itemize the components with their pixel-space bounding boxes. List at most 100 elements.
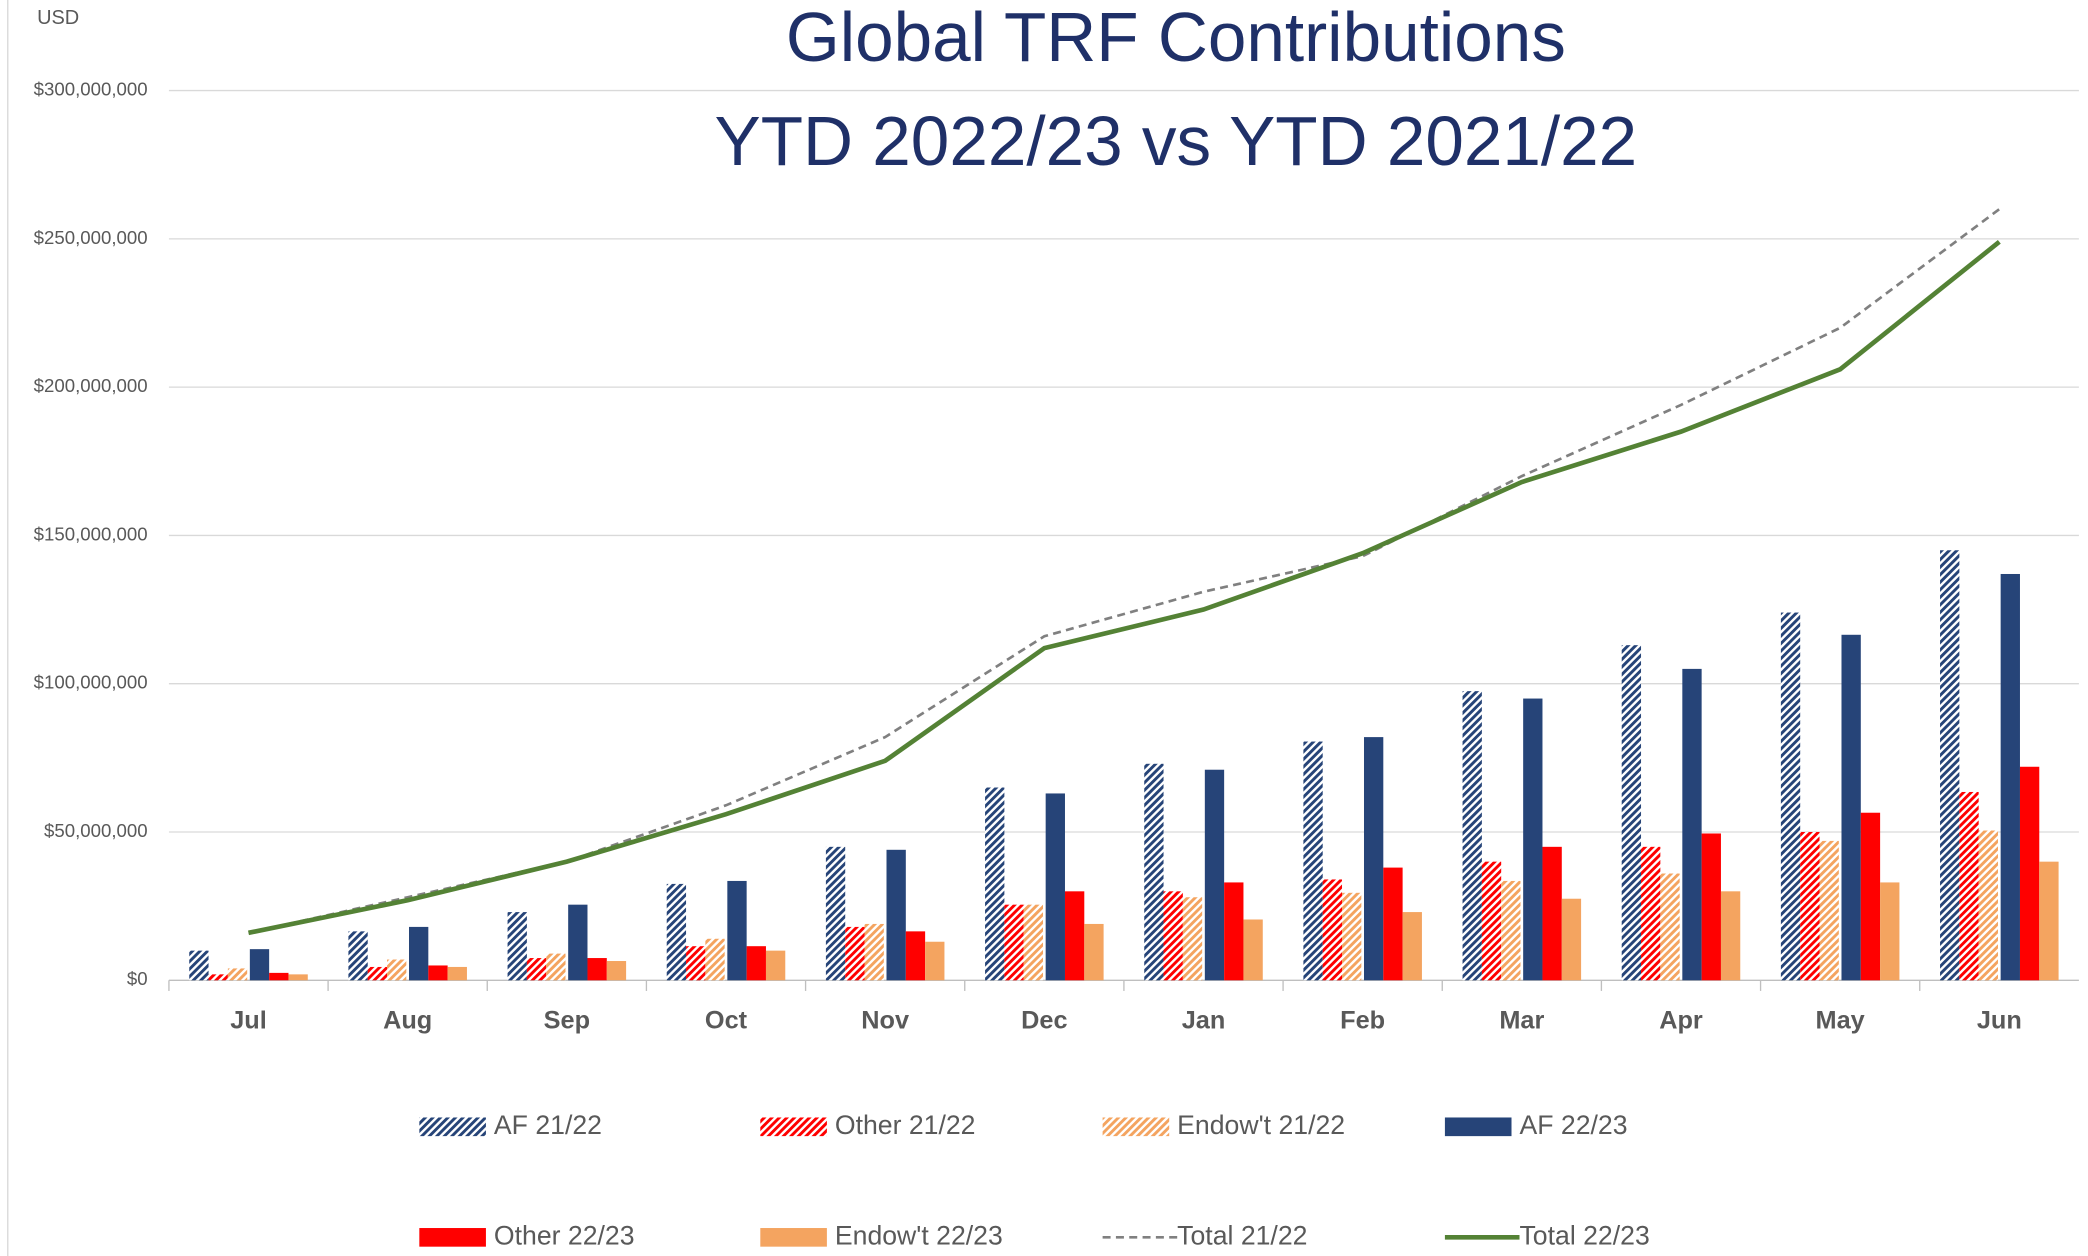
bar: [428, 965, 448, 981]
bar: [1322, 879, 1343, 981]
legend-swatch: [760, 1228, 827, 1247]
y-tick-label: $150,000,000: [34, 523, 148, 544]
y-tick-label: $300,000,000: [34, 78, 148, 99]
y-tick-label: $250,000,000: [34, 227, 148, 248]
chart-title: Global TRF Contributions: [786, 0, 1566, 76]
bar: [1660, 873, 1680, 981]
line-series: [248, 208, 2001, 935]
y-tick-label: $100,000,000: [34, 672, 148, 693]
bar: [568, 904, 588, 981]
bar: [666, 883, 687, 981]
bar: [1204, 769, 1225, 981]
legend-label: Endow't 22/23: [835, 1220, 1003, 1250]
line-series: [248, 240, 2001, 936]
legend-label: Endow't 21/22: [1177, 1110, 1345, 1140]
bar: [348, 931, 368, 981]
x-tick-label: Feb: [1340, 1006, 1385, 1034]
bar: [886, 849, 906, 981]
bar: [269, 972, 289, 981]
x-tick-label: Dec: [1021, 1006, 1067, 1034]
bar: [288, 974, 308, 981]
bar: [1342, 892, 1362, 981]
bar: [2019, 766, 2040, 981]
bar: [845, 926, 865, 981]
bar: [587, 958, 607, 981]
x-tick-label: Mar: [1499, 1006, 1544, 1034]
bar: [387, 959, 407, 981]
bar: [1800, 832, 1820, 981]
bar: [1641, 846, 1661, 981]
bar: [1462, 691, 1482, 981]
bar: [1720, 891, 1741, 981]
bar: [606, 961, 627, 981]
x-tick-label: Jan: [1182, 1006, 1226, 1034]
bar: [1860, 812, 1881, 981]
bar: [727, 880, 747, 981]
y-tick-label: $0: [127, 968, 148, 989]
bar: [1481, 861, 1502, 981]
bar: [1501, 880, 1521, 981]
bar: [905, 931, 926, 981]
bar: [985, 787, 1005, 981]
bar: [526, 958, 547, 981]
bar: [1303, 741, 1323, 981]
x-tick-label: Jun: [1977, 1006, 2022, 1034]
bar: [1780, 612, 1801, 981]
bar: [1243, 919, 1263, 981]
bar: [2000, 573, 2020, 981]
bar: [1959, 791, 1979, 981]
legend-swatch: [1102, 1117, 1170, 1137]
bar: [409, 926, 429, 981]
bar: [825, 846, 846, 981]
bar: [1542, 846, 1562, 981]
legend-swatch: [419, 1228, 486, 1247]
legend-label: AF 21/22: [494, 1110, 602, 1140]
bar: [1682, 668, 1702, 981]
bar: [1841, 634, 1861, 981]
bar: [507, 912, 527, 981]
x-tick-label: May: [1816, 1006, 1865, 1034]
bar: [1045, 793, 1065, 981]
bar: [227, 968, 248, 981]
bar: [2039, 861, 2059, 981]
y-tick-label: $50,000,000: [44, 820, 148, 841]
y-axis-label: USD: [37, 7, 79, 29]
bar: [705, 938, 725, 981]
legend-swatch: [419, 1117, 486, 1137]
bar: [1402, 912, 1422, 981]
bar: [367, 966, 388, 981]
bar: [765, 950, 786, 981]
legend-label: Total 21/22: [1177, 1220, 1307, 1250]
legend-swatch: [760, 1117, 827, 1137]
x-tick-label: Sep: [544, 1006, 590, 1034]
bar: [208, 974, 228, 981]
bar: [249, 949, 270, 981]
bar: [1621, 645, 1642, 981]
bar: [925, 941, 945, 981]
bar: [1880, 882, 1900, 981]
legend-label: Total 22/23: [1519, 1220, 1649, 1250]
bar: [1064, 891, 1085, 981]
x-tick-label: Oct: [705, 1006, 748, 1034]
bar: [746, 946, 766, 981]
bar: [1819, 840, 1839, 981]
x-tick-label: Jul: [230, 1006, 267, 1034]
bar: [1224, 882, 1244, 981]
bar: [1363, 737, 1384, 981]
bar: [1701, 833, 1721, 981]
bar: [1084, 923, 1104, 981]
legend-label: AF 22/23: [1519, 1110, 1627, 1140]
legend-label: Other 22/23: [494, 1220, 635, 1250]
bar: [1023, 904, 1044, 981]
bar: [1940, 550, 1960, 981]
bar: [447, 966, 467, 981]
x-tick-label: Apr: [1659, 1006, 1703, 1034]
bar: [1978, 830, 1998, 981]
chart-title: YTD 2022/23 vs YTD 2021/22: [715, 102, 1638, 180]
bar: [1163, 891, 1183, 981]
bar: [1182, 897, 1203, 981]
bar: [189, 950, 209, 981]
legend-swatch: [1444, 1117, 1512, 1137]
x-tick-label: Aug: [383, 1006, 432, 1034]
